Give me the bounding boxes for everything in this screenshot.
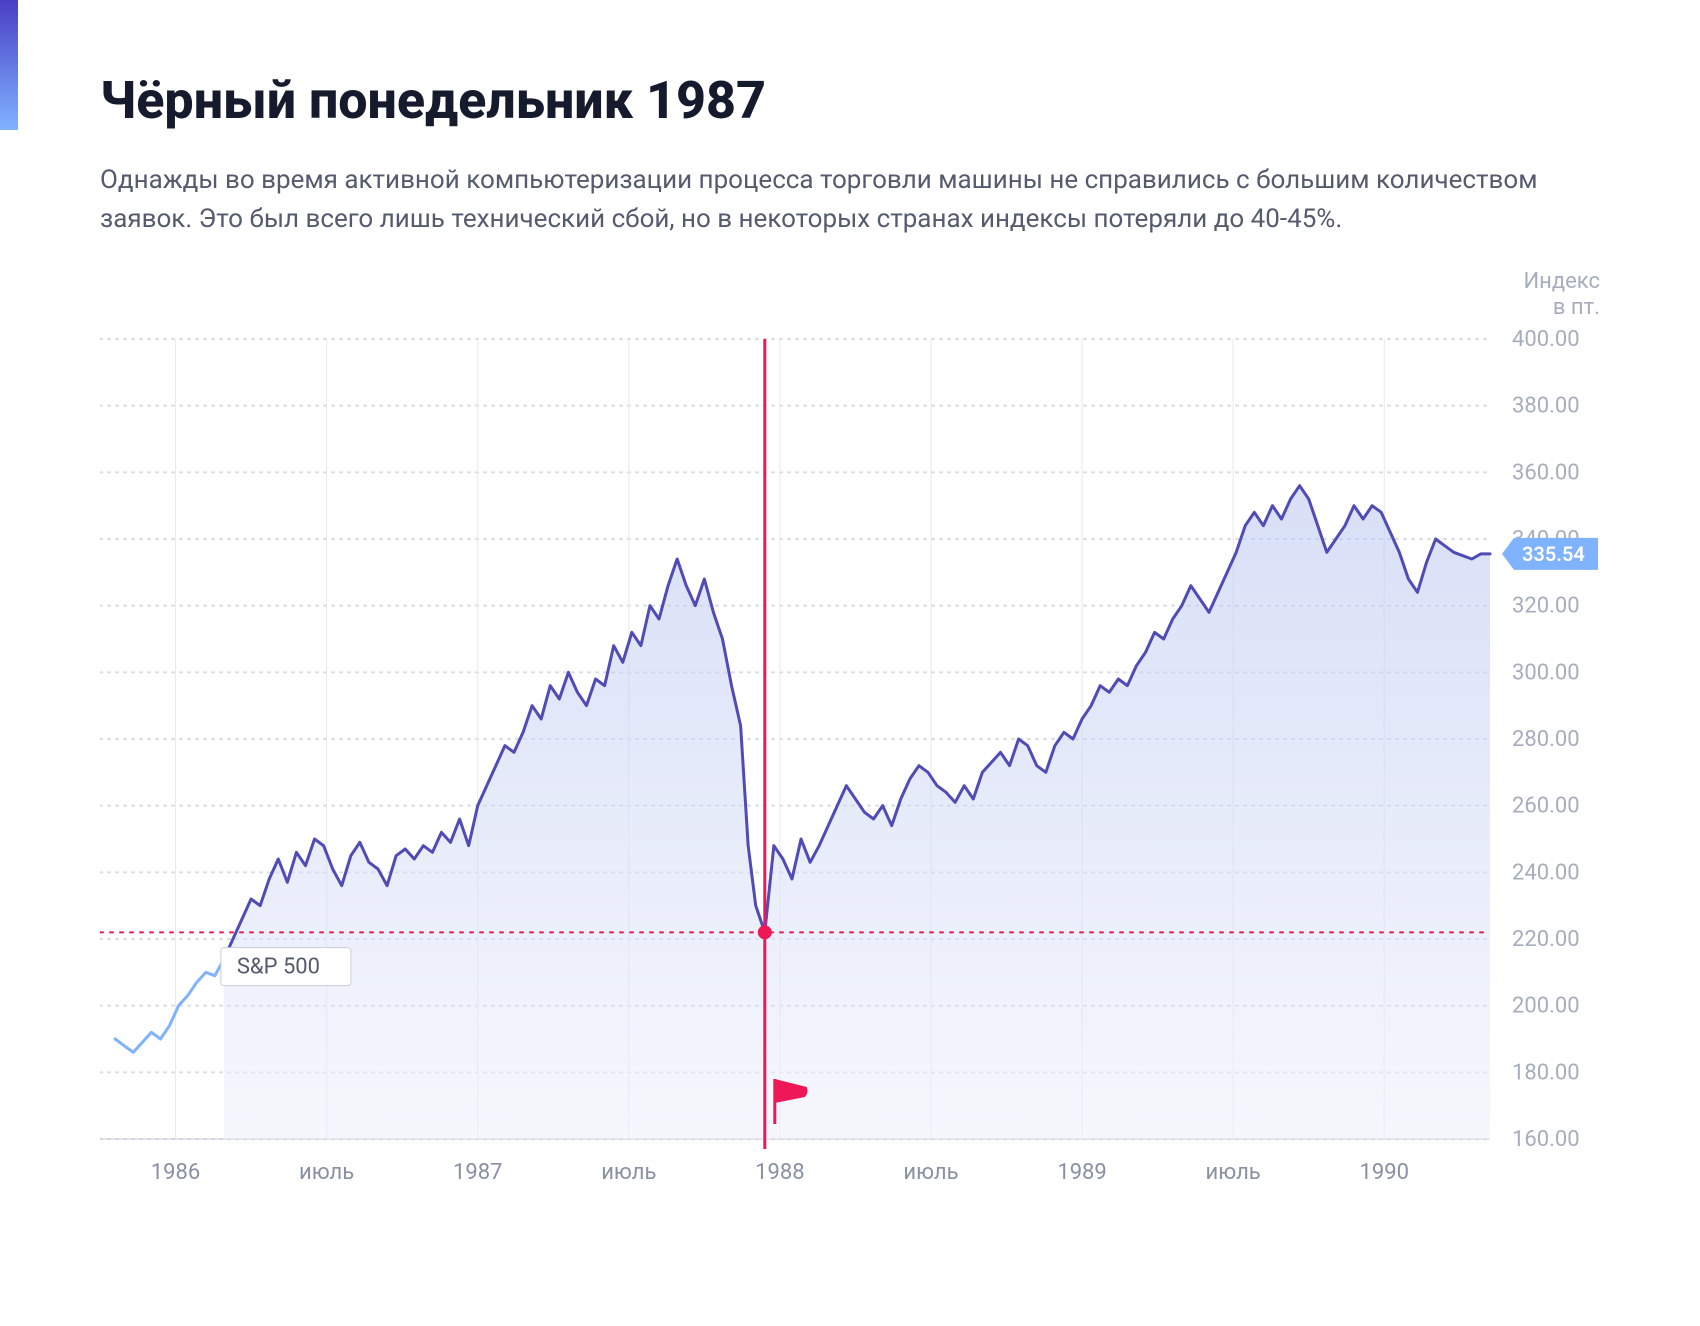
x-tick-year: 1990 [1360,1160,1409,1185]
y-tick-label: 200.00 [1512,994,1580,1019]
y-tick-label: 160.00 [1512,1127,1580,1152]
area-fill [224,486,1490,1139]
y-tick-label: 400.00 [1512,327,1580,352]
y-tick-label: 240.00 [1512,860,1580,885]
end-value-badge: 335.54 [1502,538,1598,570]
y-tick-label: 300.00 [1512,660,1580,685]
x-tick-mid: июль [1206,1160,1261,1185]
y-tick-label: 360.00 [1512,460,1580,485]
page-title: Чёрный понедельник 1987 [100,70,1600,131]
x-tick-mid: июль [299,1160,354,1185]
y-tick-label: 180.00 [1512,1060,1580,1085]
page-container: Чёрный понедельник 1987 Однажды во время… [0,0,1700,1279]
sp500-chart: 160.00 180.00 200.00 220.00 240.00 260.00 280.… [100,269,1600,1229]
x-tick-year: 1989 [1057,1160,1106,1185]
accent-bar [0,0,18,130]
y-axis-title-l2: в пт. [1553,295,1600,320]
x-tick-year: 1986 [151,1160,200,1185]
x-tick-mid: июль [903,1160,958,1185]
y-axis-title: Индекс в пт. [1523,269,1600,322]
x-tick-mid: июль [601,1160,656,1185]
y-axis-title-l1: Индекс [1523,269,1600,294]
y-tick-label: 260.00 [1512,794,1580,819]
svg-text:335.54: 335.54 [1522,542,1585,566]
chart-wrapper: Индекс в пт. 160.00 180.00 200.00 220.00 240… [100,269,1600,1229]
x-tick-year: 1987 [453,1160,502,1185]
y-tick-label: 280.00 [1512,727,1580,752]
series-label-text: S&P 500 [237,955,320,980]
y-tick-label: 220.00 [1512,927,1580,952]
event-dot [758,925,772,939]
x-tick-year: 1988 [755,1160,804,1185]
y-tick-label: 320.00 [1512,594,1580,619]
page-description: Однажды во время активной компьютеризаци… [100,161,1600,239]
y-tick-label: 380.00 [1512,394,1580,419]
